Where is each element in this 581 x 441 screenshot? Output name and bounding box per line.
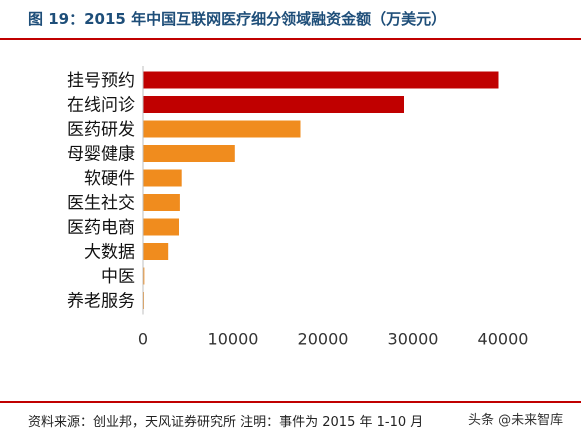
bar-2	[143, 96, 404, 113]
title-divider	[0, 38, 581, 40]
tick-label: 0	[138, 330, 148, 349]
category-label: 医药电商	[67, 218, 135, 238]
category-label: 医药研发	[67, 120, 135, 140]
category-label: 软硬件	[84, 169, 135, 189]
value-axis-tick-labels: 0 10000 20000 30000 40000	[138, 330, 529, 349]
tick-label: 10000	[208, 330, 259, 349]
category-label: 大数据	[84, 243, 135, 263]
bar-3	[143, 120, 301, 138]
source-divider	[0, 401, 581, 403]
bars-layer	[143, 71, 499, 309]
category-label: 养老服务	[67, 292, 135, 312]
category-label: 在线问诊	[67, 96, 135, 116]
bar-4	[143, 145, 235, 162]
bar-7	[143, 218, 179, 236]
category-label: 中医	[101, 267, 135, 287]
bar-6	[143, 194, 180, 211]
tick-label: 40000	[478, 330, 529, 349]
tick-label: 30000	[388, 330, 439, 349]
category-label: 母婴健康	[67, 145, 135, 165]
category-label: 挂号预约	[67, 71, 135, 91]
figure-title: 图 19：2015 年中国互联网医疗细分领域融资金额（万美元）	[28, 10, 447, 28]
category-label: 医生社交	[67, 194, 135, 214]
bar-1	[143, 71, 499, 89]
bar-9	[143, 267, 145, 285]
bar-5	[143, 169, 182, 187]
source-note: 资料来源：创业邦，天风证券研究所 注明：事件为 2015 年 1-10 月	[28, 415, 424, 430]
watermark: 头条 @未来智库	[466, 409, 566, 428]
tick-label: 20000	[298, 330, 349, 349]
bar-8	[143, 243, 169, 260]
